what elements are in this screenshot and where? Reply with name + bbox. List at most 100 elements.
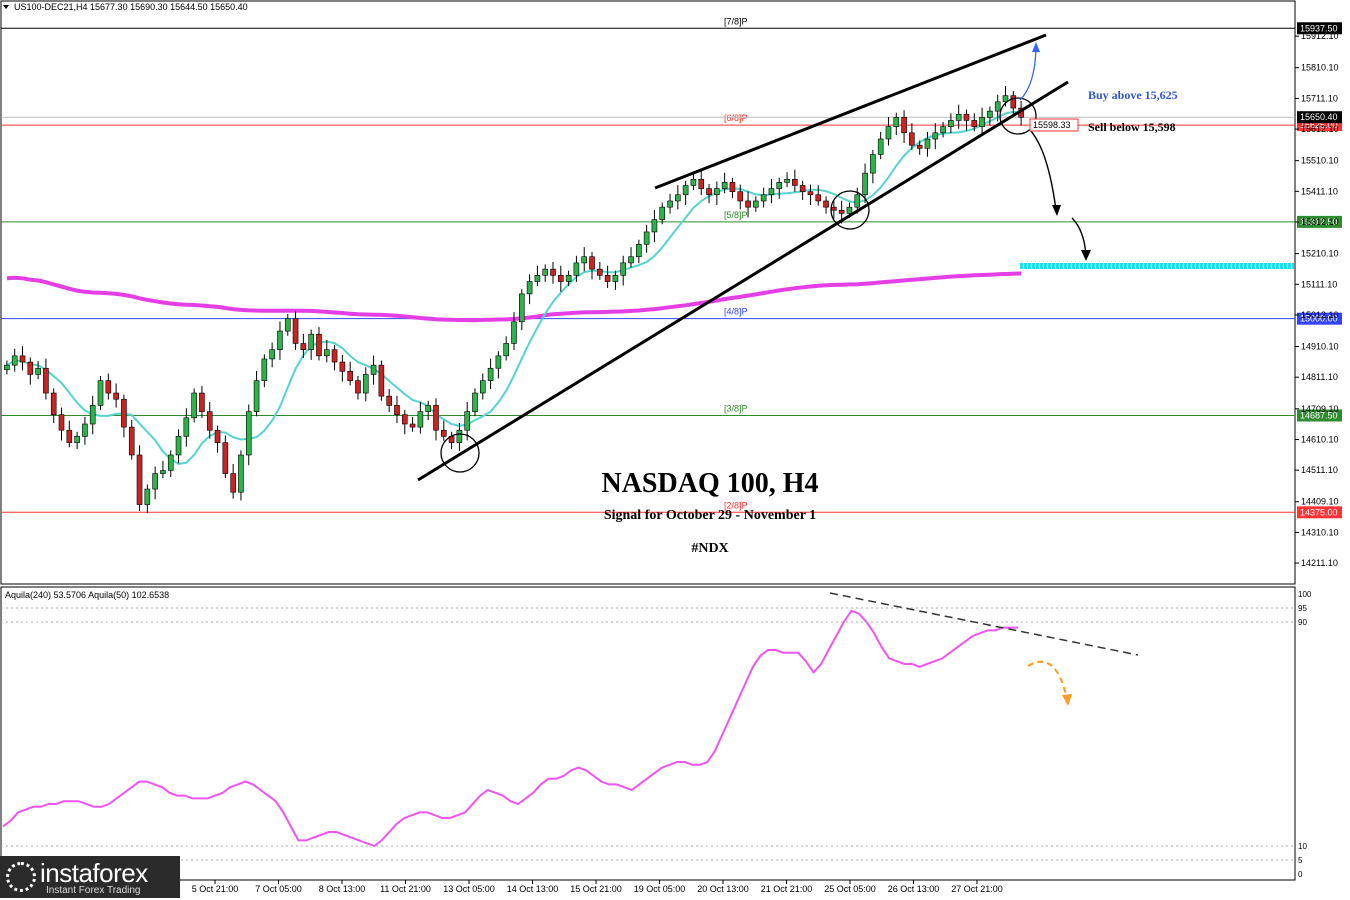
candle-body-64 xyxy=(503,343,509,357)
y-tick-label-13: 14610.10 xyxy=(1301,434,1339,444)
candle-body-62 xyxy=(487,367,494,381)
candle-body-6 xyxy=(50,392,57,416)
candle-body-23 xyxy=(183,417,190,437)
y-tick-label-9: 15012.10 xyxy=(1301,310,1339,320)
y-tick-label-12: 14709.10 xyxy=(1301,404,1339,414)
instrument-line: US100-DEC21,H4 15677.30 15690.30 15644.5… xyxy=(14,2,248,12)
candle-body-63 xyxy=(495,355,502,369)
candle-body-49 xyxy=(386,395,392,406)
price-axis: 15912.10 15810.10 15711.10 15612.10 15510.10… xyxy=(1295,31,1339,568)
indicator-level-label-4: 5 xyxy=(1298,856,1303,865)
candle-body-48 xyxy=(378,364,385,397)
candle-body-120 xyxy=(940,126,946,134)
x-tick-label-8: 20 Oct 13:00 xyxy=(697,884,749,894)
murray-levels: [7/8]P 15937.50 [6/8]P 15625.00 [5/8]P 15312.… xyxy=(1,16,1342,519)
candle-body-70 xyxy=(550,268,556,276)
candle-body-124 xyxy=(971,120,978,127)
aquila-indicator-layer xyxy=(2,609,1018,848)
candle-body-35 xyxy=(277,330,283,350)
y-tick-label-4: 15510.10 xyxy=(1301,156,1339,166)
candle-body-16 xyxy=(128,426,135,456)
candles-layer xyxy=(4,86,1024,513)
y-tick-label-1: 15810.10 xyxy=(1301,63,1339,73)
murray-price-2: 15312.50 xyxy=(1300,217,1338,227)
murray-price-box-1 xyxy=(1297,119,1342,132)
candle-body-3 xyxy=(27,361,34,375)
logo-tagline: Instant Forex Trading xyxy=(46,885,141,896)
candle-body-19 xyxy=(152,473,158,490)
candle-body-77 xyxy=(604,275,611,282)
candle-body-58 xyxy=(456,429,463,443)
instaforex-logo: instaforex Instant Forex Trading xyxy=(0,856,180,898)
indicator-level-label-1: 95 xyxy=(1298,604,1307,613)
candle-body-104 xyxy=(815,194,822,202)
candle-body-54 xyxy=(425,405,431,412)
candle-body-39 xyxy=(308,333,314,350)
candle-body-32 xyxy=(253,380,260,412)
candle-body-20 xyxy=(160,470,166,474)
candle-body-109 xyxy=(854,194,861,208)
candle-body-99 xyxy=(776,182,783,189)
candle-body-116 xyxy=(909,132,915,146)
candle-body-107 xyxy=(838,209,845,214)
candle-body-84 xyxy=(659,206,666,220)
candle-body-110 xyxy=(862,172,868,196)
candle-body-8 xyxy=(66,429,73,443)
candle-body-41 xyxy=(323,349,330,357)
candle-body-82 xyxy=(643,231,650,245)
candle-body-18 xyxy=(144,488,151,505)
buy-text: Buy above 15,625 xyxy=(1088,88,1178,102)
murray-price-box-3 xyxy=(1297,312,1342,325)
candle-body-37 xyxy=(292,318,299,344)
x-tick-label-9: 21 Oct 21:00 xyxy=(761,884,813,894)
candle-body-69 xyxy=(542,268,549,276)
candle-body-43 xyxy=(339,361,346,372)
candle-body-80 xyxy=(628,256,634,264)
candle-body-61 xyxy=(479,380,486,394)
murray-price-4: 14687.50 xyxy=(1300,410,1338,420)
sma-fast-layer xyxy=(6,110,1022,465)
sma-fast-line xyxy=(6,110,1022,465)
candle-body-66 xyxy=(519,293,525,323)
indicator-forecast-arrow-head xyxy=(1062,694,1072,706)
candle-body-36 xyxy=(284,318,291,332)
y-tick-label-10: 14910.10 xyxy=(1301,342,1339,352)
candle-body-56 xyxy=(440,429,447,437)
y-tick-label-7: 15210.10 xyxy=(1301,249,1339,259)
y-tick-label-11: 14811.10 xyxy=(1301,372,1338,382)
indicator-level-label-5: 0 xyxy=(1298,870,1303,879)
indicator-line: Aquila(240) 53.5706 Aquila(50) 102.6538 xyxy=(5,590,169,600)
candle-body-50 xyxy=(394,405,400,416)
candle-body-29 xyxy=(230,473,236,493)
candle-body-60 xyxy=(472,392,478,412)
candle-body-31 xyxy=(245,411,252,456)
candle-body-44 xyxy=(347,371,353,381)
candle-body-90 xyxy=(706,188,712,196)
candle-body-94 xyxy=(737,191,744,202)
instaforex-logo-icon xyxy=(6,862,36,892)
candle-body-117 xyxy=(916,144,923,149)
touch-circle-1 xyxy=(440,433,480,473)
y-tick-label-17: 14211.10 xyxy=(1301,558,1338,568)
candle-body-85 xyxy=(667,200,673,208)
candle-body-25 xyxy=(199,392,205,412)
murray-label-0: [7/8]P xyxy=(724,16,748,26)
logo-name: instaforex xyxy=(40,858,148,888)
candle-body-128 xyxy=(1002,95,1009,103)
candle-body-111 xyxy=(870,154,876,174)
sell-level-box xyxy=(1029,118,1079,132)
candle-body-76 xyxy=(597,268,603,276)
y-tick-label-16: 14310.10 xyxy=(1301,527,1339,537)
candle-body-33 xyxy=(261,358,268,381)
candle-body-55 xyxy=(433,405,439,431)
murray-label-1: [6/8]P xyxy=(724,113,748,123)
candle-body-68 xyxy=(534,275,541,282)
candle-body-115 xyxy=(901,117,907,134)
murray-price-box-0 xyxy=(1297,22,1342,35)
menu-triangle-icon[interactable] xyxy=(3,5,9,9)
candle-body-53 xyxy=(417,411,424,428)
current-price-label: 15650.40 xyxy=(1300,112,1338,122)
touch-circle-3 xyxy=(999,97,1037,135)
candle-body-95 xyxy=(745,200,751,208)
